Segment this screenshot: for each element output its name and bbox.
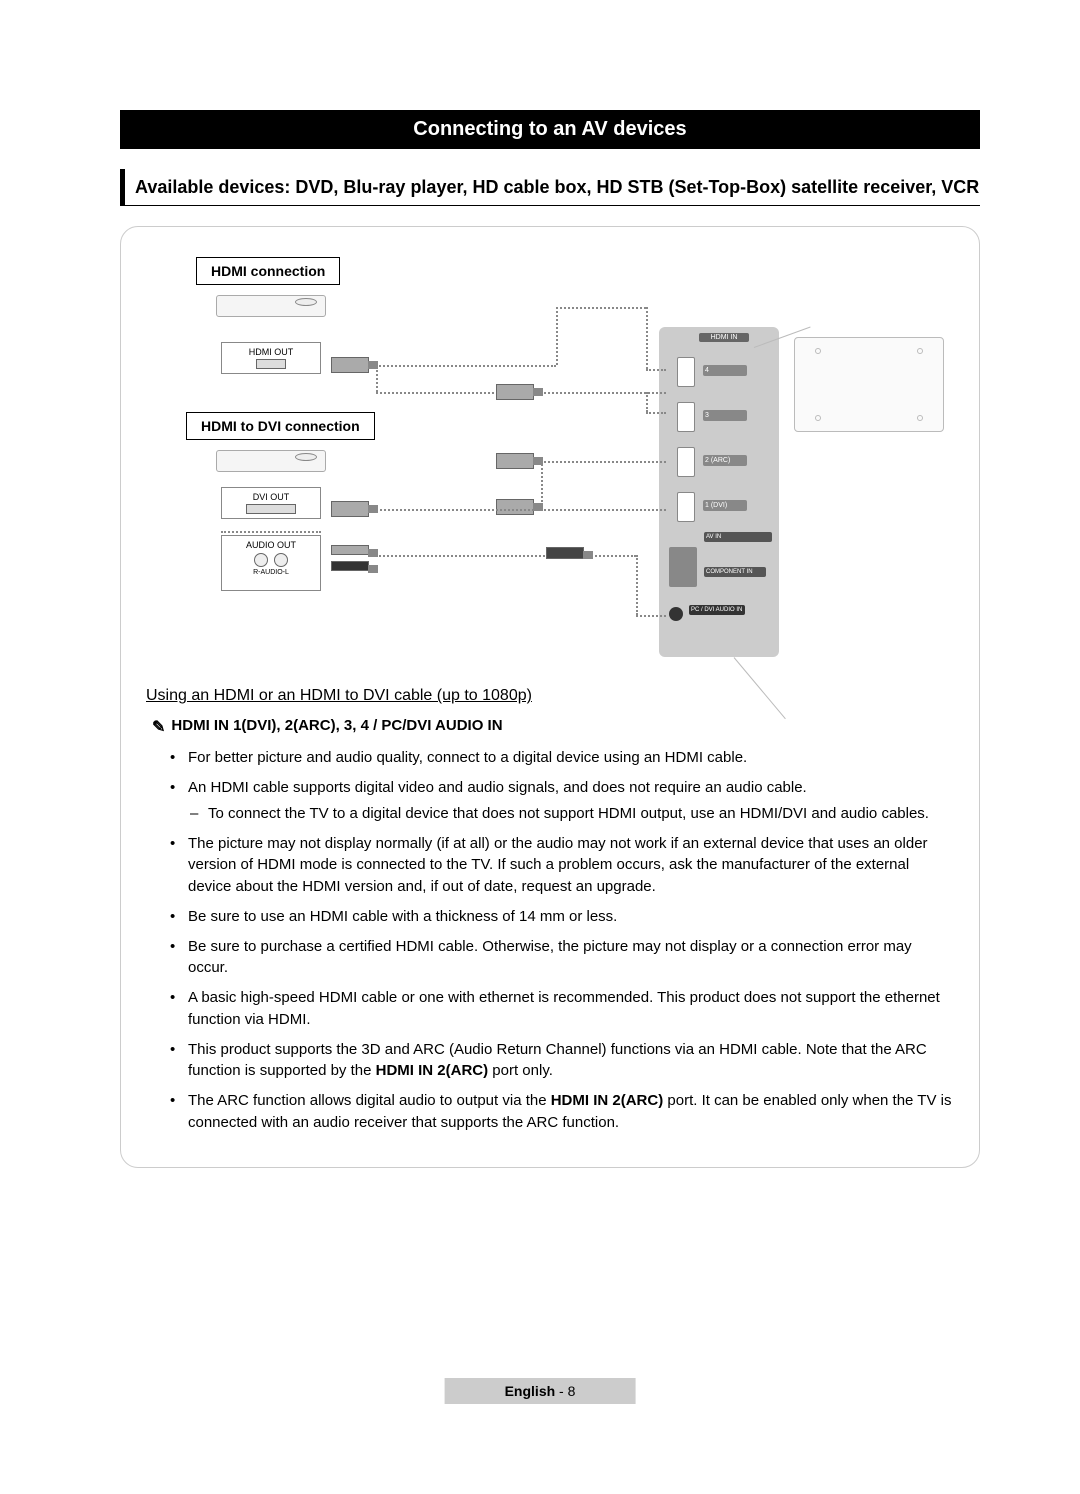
- body-underline-heading: Using an HDMI or an HDMI to DVI cable (u…: [146, 687, 954, 705]
- hdmi-port-icon: [256, 359, 286, 369]
- connection-diagram: HDMI connection HDMI OUT HDMI to DVI con…: [146, 257, 954, 667]
- cable-line: [541, 461, 543, 509]
- cable-line: [376, 509, 666, 511]
- tv-av-in-label: AV IN: [704, 532, 772, 542]
- cable-line: [376, 555, 636, 557]
- screw-icon: [815, 348, 821, 354]
- subhead-block: Available devices: DVD, Blu-ray player, …: [120, 169, 980, 206]
- screw-icon: [917, 348, 923, 354]
- dvi-plug-icon: [331, 501, 369, 517]
- port-dvi-out-label: DVI OUT: [222, 492, 320, 502]
- tv-port-2-label: 2 (ARC): [703, 455, 747, 466]
- list-item: A basic high-speed HDMI cable or one wit…: [188, 987, 954, 1031]
- footer-lang: English: [505, 1383, 556, 1399]
- audio-plug-mid-icon: [546, 547, 584, 559]
- divider-line: [221, 531, 321, 533]
- tv-hdmi-port-3: [677, 402, 695, 432]
- cable-line: [636, 615, 666, 617]
- label-hdmi-dvi-connection: HDMI to DVI connection: [186, 412, 375, 440]
- footer-page: 8: [568, 1383, 576, 1399]
- list-item: To connect the TV to a digital device th…: [208, 803, 954, 825]
- tv-component-port-icon: [669, 547, 697, 587]
- cable-line: [556, 307, 558, 365]
- cable-line: [646, 392, 648, 412]
- port-hdmi-out-label: HDMI OUT: [222, 347, 320, 357]
- tv-component-label: COMPONENT IN: [704, 567, 766, 577]
- audio-plug-red-icon: [331, 561, 369, 571]
- list-item: The ARC function allows digital audio to…: [188, 1090, 954, 1134]
- tv-hdmi-port-2: [677, 447, 695, 477]
- note-icon: ✎: [152, 717, 165, 737]
- tv-hdmi-port-1: [677, 492, 695, 522]
- tv-front-outline: [794, 337, 944, 432]
- note-label: HDMI IN 1(DVI), 2(ARC), 3, 4 / PC/DVI AU…: [171, 717, 502, 737]
- port-audio-out-label: AUDIO OUT: [222, 540, 320, 550]
- footer-sep: -: [555, 1383, 567, 1399]
- page-container: Connecting to an AV devices Available de…: [0, 0, 1080, 1168]
- tv-hdmi-in-header: HDMI IN: [699, 333, 749, 342]
- sub-list: To connect the TV to a digital device th…: [188, 803, 954, 825]
- section-title-text: Connecting to an AV devices: [413, 118, 686, 140]
- cable-line: [376, 365, 556, 367]
- port-dvi-out: DVI OUT: [221, 487, 321, 519]
- port-hdmi-out: HDMI OUT: [221, 342, 321, 374]
- tv-port-4-label: 4: [703, 365, 747, 376]
- list-item: The picture may not display normally (if…: [188, 833, 954, 898]
- tv-hdmi-port-4: [677, 357, 695, 387]
- hdmi-plug-icon: [331, 357, 369, 373]
- cable-line: [636, 555, 638, 615]
- cable-line: [646, 412, 666, 414]
- section-title-bar: Connecting to an AV devices: [120, 110, 980, 149]
- hdmi-plug-mid-icon: [496, 453, 534, 469]
- cable-line: [556, 307, 646, 309]
- disc-icon: [295, 453, 317, 461]
- rca-jacks-icon: [222, 553, 320, 567]
- tv-port-1-label: 1 (DVI): [703, 500, 747, 511]
- subhead-text: Available devices: DVD, Blu-ray player, …: [135, 175, 980, 199]
- hdmi-plug-mid-icon: [496, 384, 534, 400]
- cable-line: [541, 461, 666, 463]
- cable-line: [646, 369, 666, 371]
- tv-audio-in-label: PC / DVI AUDIO IN: [689, 605, 745, 615]
- source-device-hdmi: [216, 295, 326, 317]
- tv-port-3-label: 3: [703, 410, 747, 421]
- port-audio-sub-label: R-AUDIO-L: [222, 569, 320, 576]
- tv-audio-jack-icon: [669, 607, 683, 621]
- list-item: For better picture and audio quality, co…: [188, 747, 954, 769]
- tv-rear-panel: HDMI IN 4 3 2 (ARC) 1 (DVI) AV IN COMPON…: [659, 327, 779, 657]
- page-footer: English - 8: [445, 1378, 636, 1404]
- dvi-port-icon: [246, 504, 296, 514]
- note-line: ✎ HDMI IN 1(DVI), 2(ARC), 3, 4 / PC/DVI …: [152, 717, 954, 737]
- list-item: Be sure to use an HDMI cable with a thic…: [188, 906, 954, 928]
- list-item: Be sure to purchase a certified HDMI cab…: [188, 936, 954, 980]
- bullet-list: For better picture and audio quality, co…: [146, 747, 954, 1133]
- hdmi-plug-mid-icon: [496, 499, 534, 515]
- list-item: This product supports the 3D and ARC (Au…: [188, 1039, 954, 1083]
- audio-plug-white-icon: [331, 545, 369, 555]
- cable-line: [376, 365, 378, 392]
- disc-icon: [295, 298, 317, 306]
- label-hdmi-connection: HDMI connection: [196, 257, 340, 285]
- source-device-dvi: [216, 450, 326, 472]
- screw-icon: [815, 415, 821, 421]
- list-item: An HDMI cable supports digital video and…: [188, 777, 954, 825]
- cable-line: [646, 307, 648, 369]
- port-audio-out: AUDIO OUT R-AUDIO-L: [221, 535, 321, 591]
- content-panel: HDMI connection HDMI OUT HDMI to DVI con…: [120, 226, 980, 1167]
- screw-icon: [917, 415, 923, 421]
